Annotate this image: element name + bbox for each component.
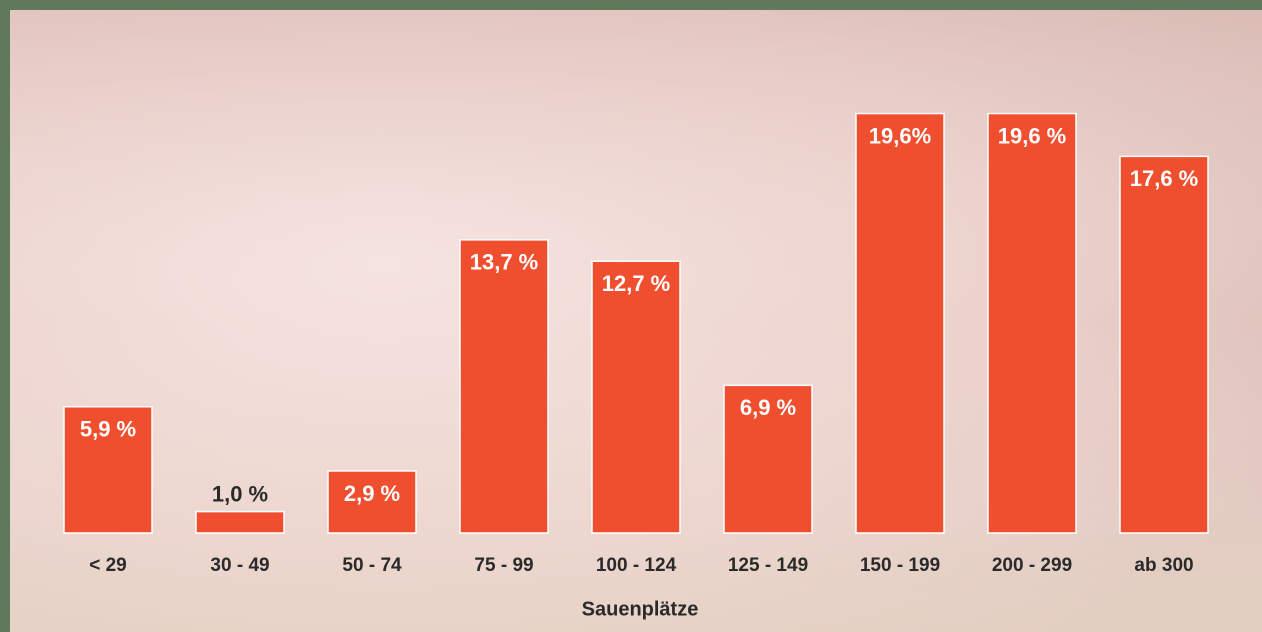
value-label: 6,9 % [740,395,796,420]
bar [1119,155,1209,534]
value-label: 5,9 % [80,417,136,442]
bar [987,112,1077,534]
bar [591,260,681,534]
x-tick-label: 100 - 124 [596,555,677,576]
bar [327,470,417,534]
value-label: 12,7 % [602,271,671,296]
bar [855,112,945,534]
bar [723,384,813,534]
x-tick-label: < 29 [89,555,127,576]
x-tick-label: 200 - 299 [992,555,1072,576]
x-tick-label: 75 - 99 [474,555,533,576]
x-axis-title: Sauenplätze [582,598,699,620]
value-label: 19,6 % [998,123,1067,148]
x-tick-label: 30 - 49 [210,555,269,576]
value-label: 2,9 % [344,481,400,506]
value-label: 1,0 % [212,481,268,506]
value-label: 17,6 % [1130,166,1199,191]
x-tick-label: ab 300 [1134,555,1193,576]
bar [459,239,549,534]
value-label: 19,6% [869,123,931,148]
x-tick-label: 125 - 149 [728,555,808,576]
value-label: 13,7 % [470,250,539,275]
bar [195,510,285,534]
x-tick-label: 150 - 199 [860,555,940,576]
bar [63,405,153,534]
x-tick-label: 50 - 74 [342,555,402,576]
